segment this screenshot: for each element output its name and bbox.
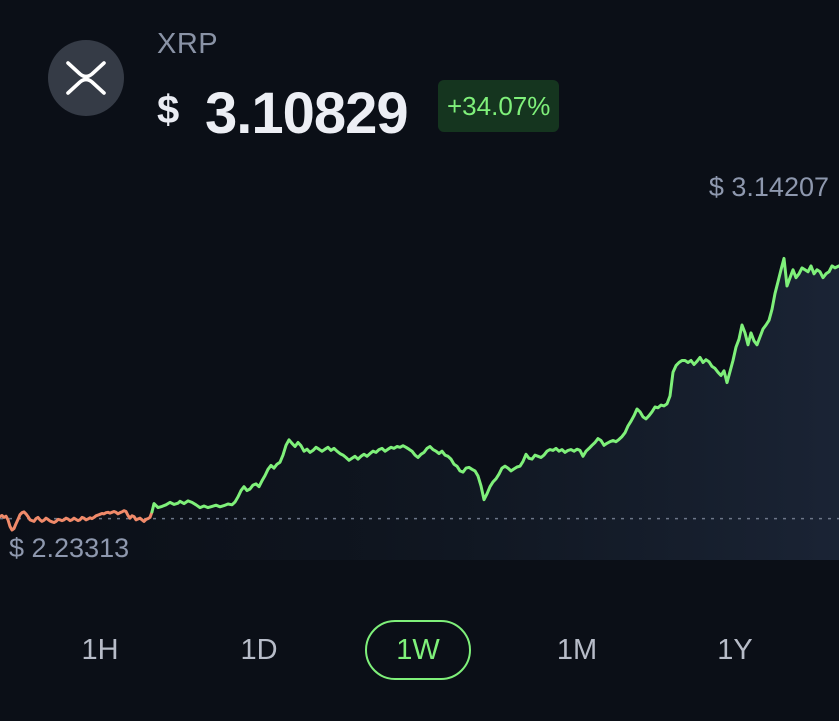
chart-low-label: $ 2.23313 [9, 533, 130, 563]
range-tab-1m[interactable]: 1M [556, 633, 598, 666]
chart-line-down [0, 509, 154, 532]
currency-symbol: $ [157, 88, 180, 132]
chart-area-fill [0, 258, 839, 560]
chart-line-up [150, 256, 839, 514]
price-chart[interactable] [0, 0, 839, 600]
range-tab-1w[interactable]: 1W [365, 620, 471, 680]
range-tab-1y[interactable]: 1Y [717, 633, 753, 666]
price-change-badge: +34.07% [438, 80, 560, 132]
range-tab-1d[interactable]: 1D [240, 633, 278, 666]
time-range-selector: 1H 1D 1W 1M 1Y [0, 620, 839, 684]
chart-high-label: $ 3.14207 [708, 172, 829, 202]
asset-name: XRP [157, 28, 219, 60]
current-price: 3.10829 [205, 81, 409, 146]
range-tab-1h[interactable]: 1H [81, 633, 119, 666]
xrp-mark-glyph [66, 61, 106, 95]
xrp-logo-icon [48, 40, 124, 116]
